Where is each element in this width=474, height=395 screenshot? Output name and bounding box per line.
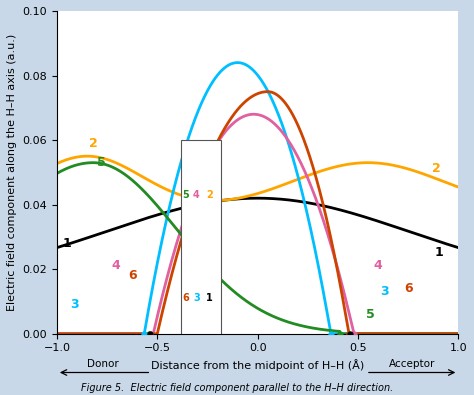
X-axis label: Distance from the midpoint of H–H (Å): Distance from the midpoint of H–H (Å) <box>151 359 364 371</box>
Text: Donor: Donor <box>87 359 119 369</box>
Text: 5: 5 <box>366 308 375 321</box>
Text: 5: 5 <box>182 190 189 200</box>
Text: 6: 6 <box>128 269 137 282</box>
Text: 2: 2 <box>89 137 98 150</box>
Text: Figure 5.  Electric field component parallel to the H–H direction.: Figure 5. Electric field component paral… <box>81 383 393 393</box>
Text: 1: 1 <box>434 246 443 259</box>
Text: Acceptor: Acceptor <box>389 359 435 369</box>
Text: 2: 2 <box>432 162 441 175</box>
Text: 4: 4 <box>373 259 382 272</box>
Text: 1: 1 <box>206 293 213 303</box>
Text: 4: 4 <box>193 190 200 200</box>
Text: 6: 6 <box>182 293 189 303</box>
Text: 3: 3 <box>193 293 200 303</box>
Text: 3: 3 <box>380 285 389 298</box>
Text: 4: 4 <box>111 259 120 272</box>
Text: 5: 5 <box>97 156 106 169</box>
Text: 3: 3 <box>70 298 79 311</box>
Text: 2: 2 <box>206 190 213 200</box>
Text: 6: 6 <box>404 282 413 295</box>
FancyBboxPatch shape <box>181 140 221 334</box>
Y-axis label: Electric field component along the H–H axis (a.u.): Electric field component along the H–H a… <box>7 34 17 311</box>
Text: 1: 1 <box>63 237 72 250</box>
